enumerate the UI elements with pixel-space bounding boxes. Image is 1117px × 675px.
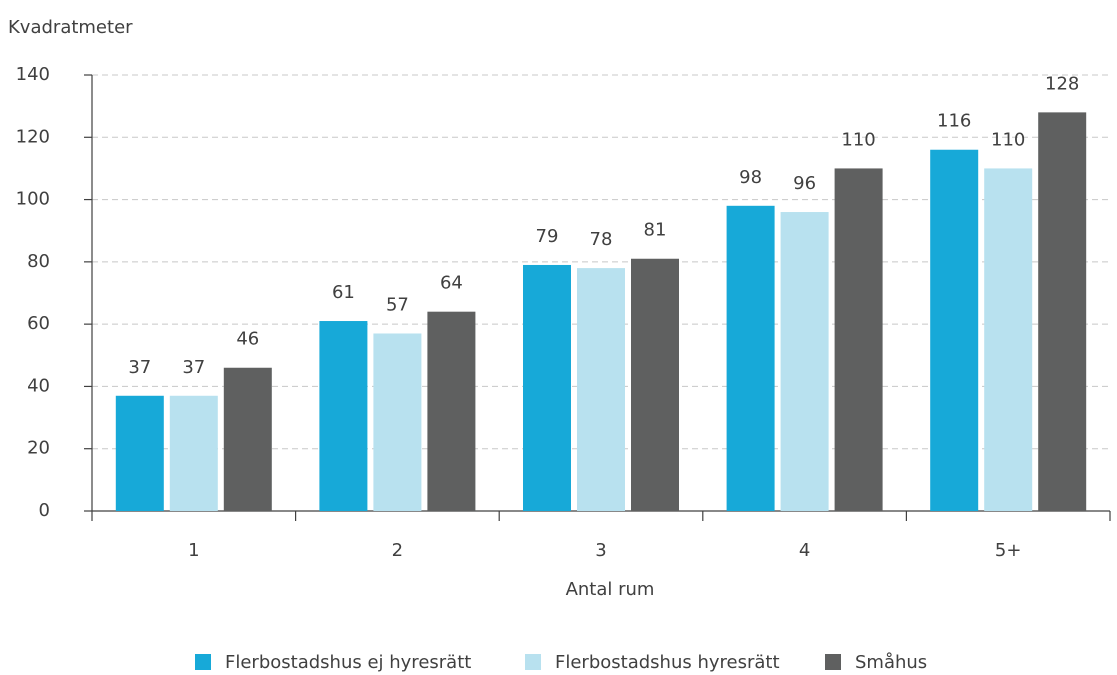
bar <box>631 258 679 511</box>
bar <box>115 395 164 511</box>
value-label: 64 <box>440 273 463 294</box>
y-tick-label: 140 <box>16 64 50 85</box>
bar <box>523 264 571 511</box>
bar <box>1038 112 1087 511</box>
bar <box>780 212 829 511</box>
value-label: 79 <box>536 226 559 247</box>
x-tick-label: 4 <box>799 540 810 561</box>
legend-label: Småhus <box>855 652 927 673</box>
bar <box>726 205 775 512</box>
x-tick-label: 1 <box>188 540 199 561</box>
bar <box>223 367 272 511</box>
value-label: 46 <box>236 329 259 350</box>
value-label: 57 <box>386 294 409 315</box>
legend-swatch <box>525 654 541 670</box>
value-label: 37 <box>182 357 205 378</box>
value-label: 61 <box>332 282 355 303</box>
y-tick-label: 100 <box>16 189 50 210</box>
y-tick-label: 20 <box>27 438 50 459</box>
x-tick-label: 3 <box>595 540 606 561</box>
y-tick-label: 80 <box>27 251 50 272</box>
bar <box>930 149 979 511</box>
y-tick-label: 0 <box>39 500 50 521</box>
x-axis-title: Antal rum <box>566 579 655 600</box>
value-label: 37 <box>128 357 151 378</box>
value-label: 96 <box>793 173 816 194</box>
bar <box>169 395 218 511</box>
x-tick-label: 5+ <box>995 540 1022 561</box>
bar <box>577 268 625 511</box>
legend-swatch <box>825 654 841 670</box>
y-tick-label: 120 <box>16 126 50 147</box>
y-axis-title: Kvadratmeter <box>8 17 133 38</box>
value-label: 110 <box>841 129 875 150</box>
value-label: 81 <box>644 220 667 241</box>
bar <box>984 168 1033 511</box>
y-tick-label: 60 <box>27 313 50 334</box>
bar <box>373 333 422 511</box>
legend-label: Flerbostadshus hyresrätt <box>555 652 780 673</box>
legend-swatch <box>195 654 211 670</box>
bar <box>319 321 368 511</box>
bar <box>427 311 476 511</box>
legend-label: Flerbostadshus ej hyresrätt <box>225 652 471 673</box>
value-label: 128 <box>1045 73 1079 94</box>
value-label: 110 <box>991 129 1025 150</box>
bar <box>834 168 883 511</box>
x-tick-label: 2 <box>392 540 403 561</box>
value-label: 78 <box>590 229 613 250</box>
y-tick-label: 40 <box>27 375 50 396</box>
value-label: 116 <box>937 111 971 132</box>
value-label: 98 <box>739 167 762 188</box>
